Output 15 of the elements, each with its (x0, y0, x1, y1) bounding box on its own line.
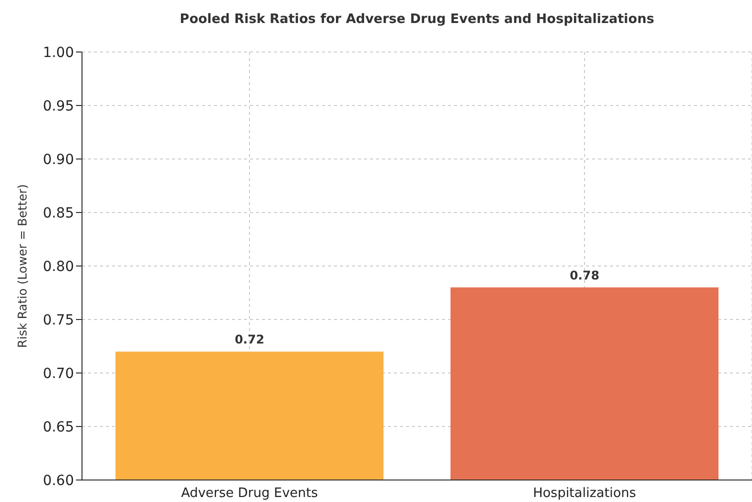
y-tick-label: 0.65 (42, 419, 74, 436)
data-label: 0.78 (570, 268, 600, 282)
y-tick-label: 0.95 (42, 98, 74, 114)
x-tick-label: Adverse Drug Events (181, 486, 318, 502)
x-tick-label: Hospitalizations (532, 486, 636, 502)
y-tick-label: 0.90 (42, 152, 74, 168)
data-label: 0.72 (234, 332, 264, 347)
y-tick-label: 0.70 (42, 366, 74, 382)
y-tick-label: 0.85 (42, 205, 74, 222)
y-tick-label: 0.60 (42, 472, 74, 489)
chart-title: Pooled Risk Ratios for Adverse Drug Events and Hospitalizations (178, 12, 656, 27)
y-axis-title: Risk Ratio (Lower = Better) (15, 184, 30, 348)
y-tick-label: 1.00 (42, 44, 74, 61)
y-tick-label: 0.80 (42, 258, 74, 275)
y-tick-label: 0.75 (42, 312, 74, 328)
